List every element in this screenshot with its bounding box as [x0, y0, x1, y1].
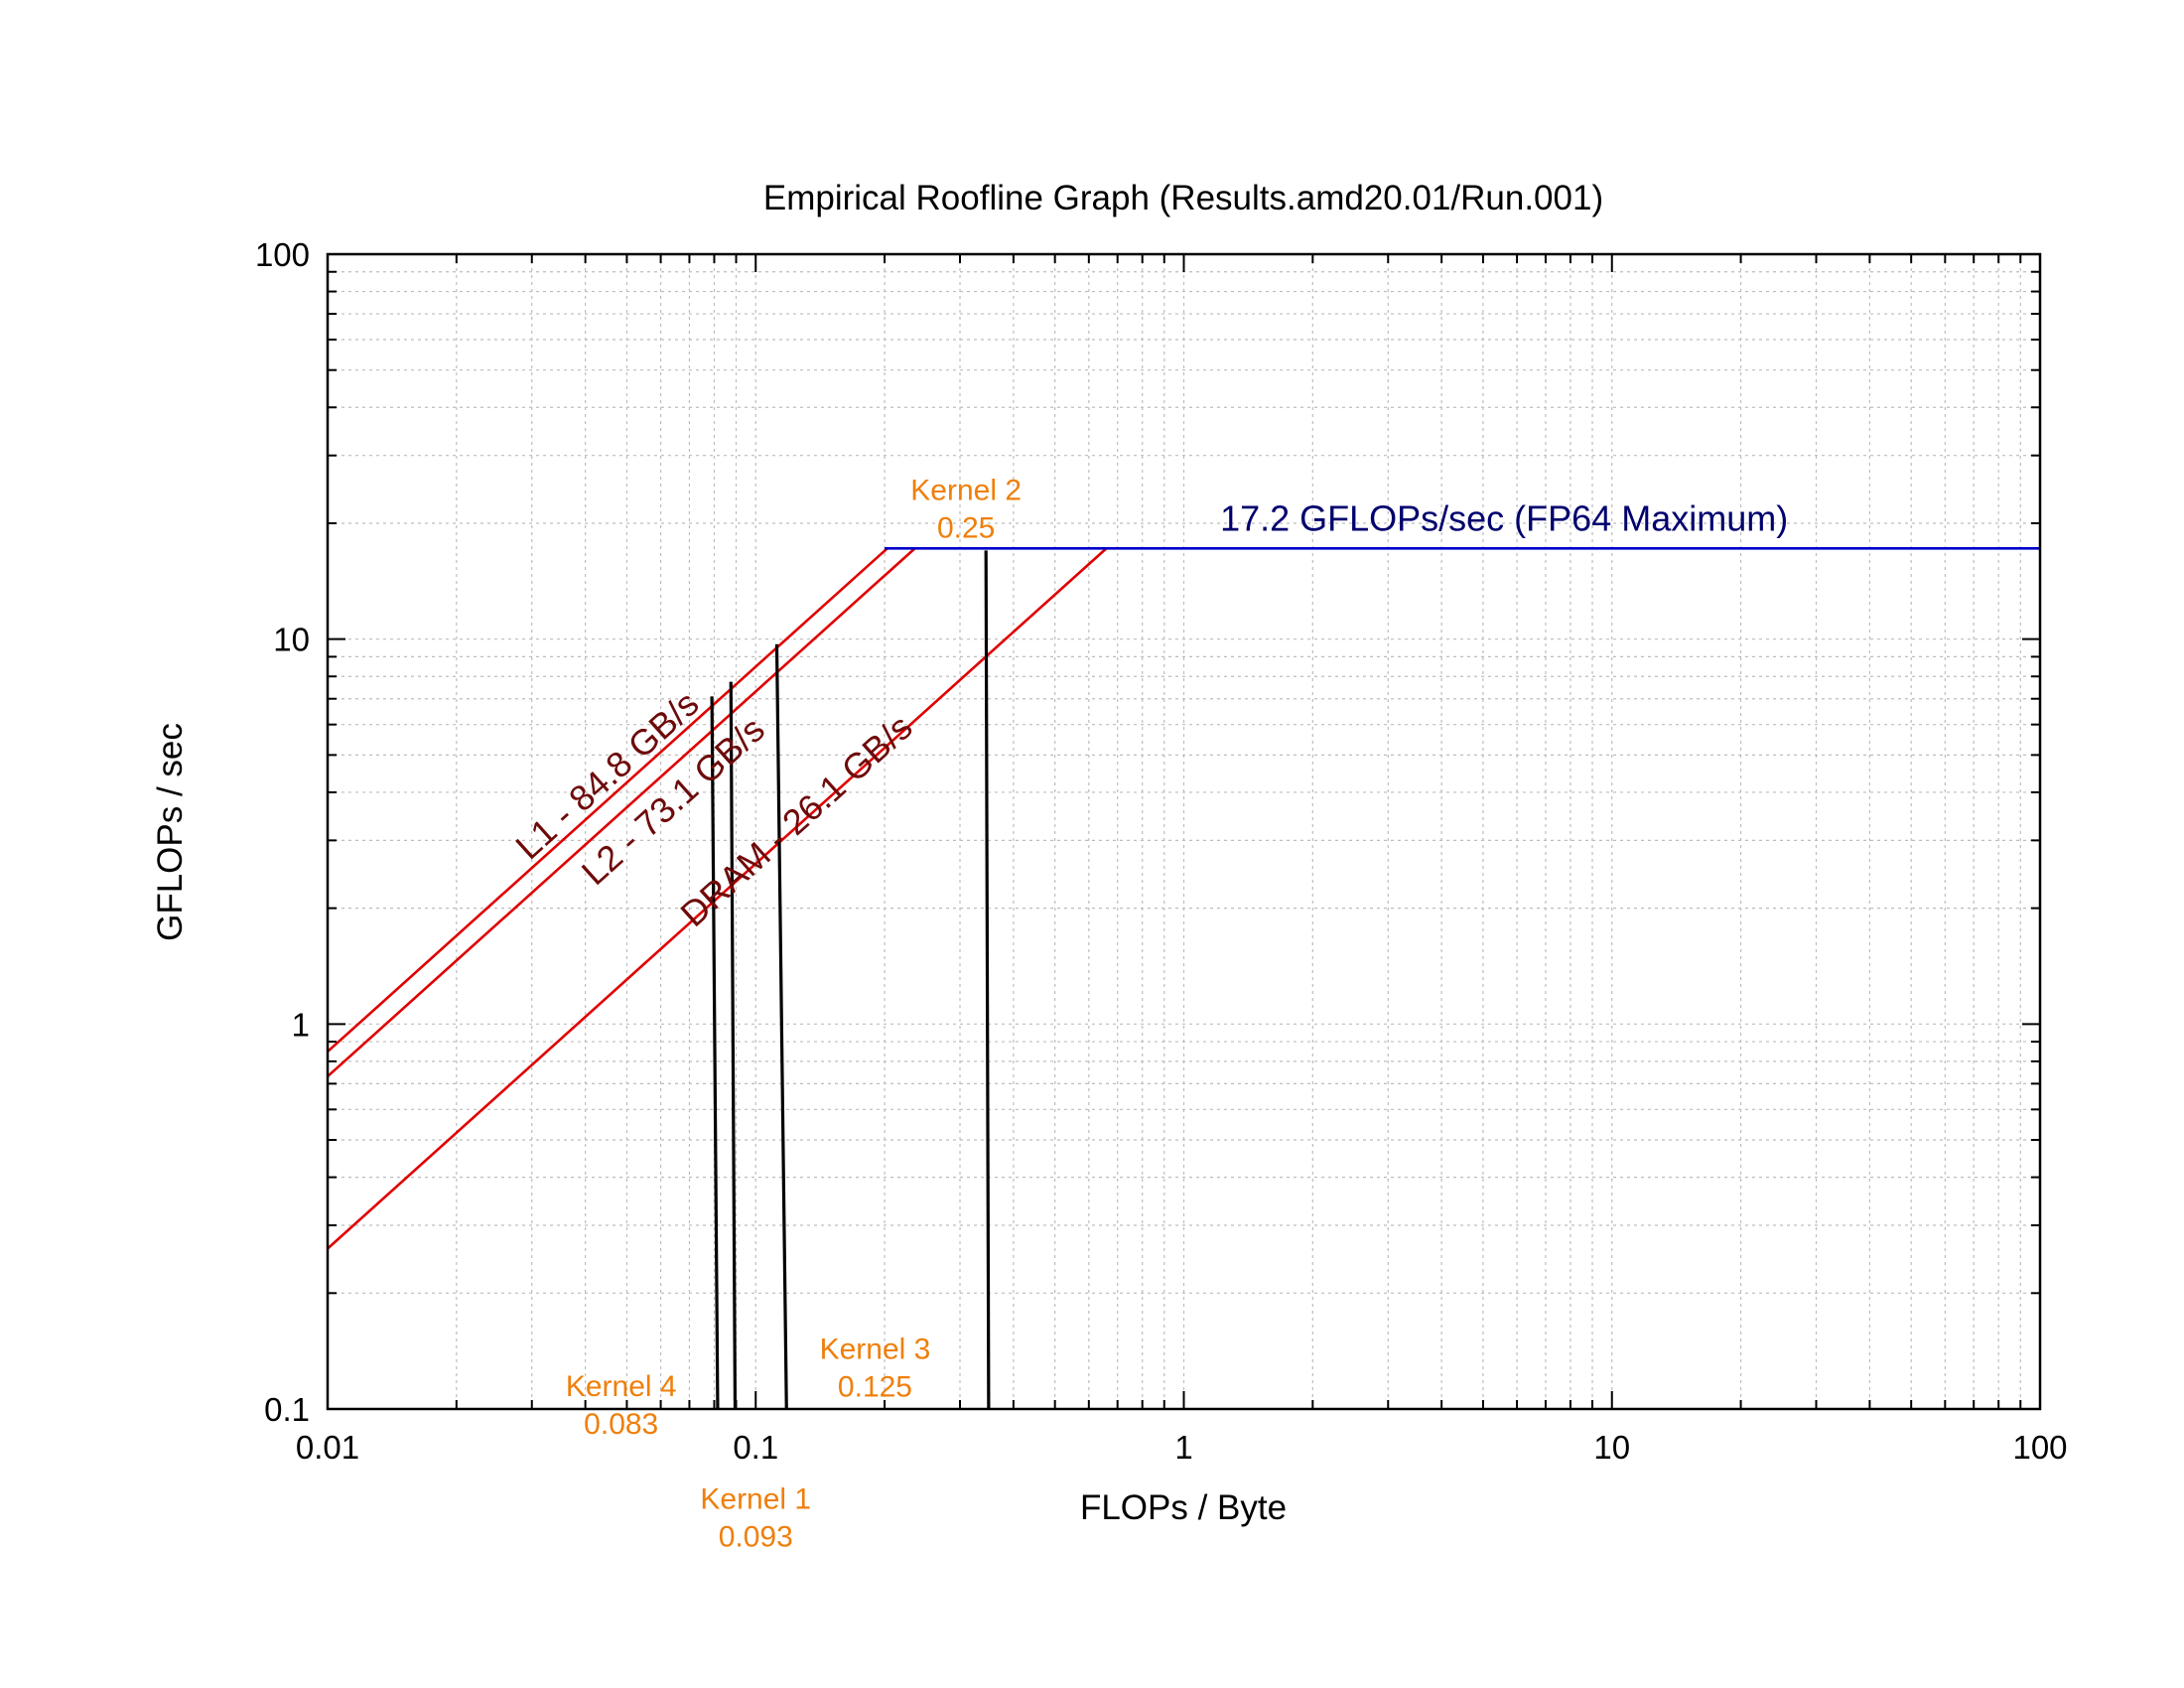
y-tick-label: 100: [255, 236, 310, 273]
roof-line-dram: [327, 547, 1108, 1250]
x-tick-label: 10: [1593, 1429, 1630, 1466]
kernel-4-intensity-label: 0.083: [584, 1408, 658, 1441]
roof-line-l2: [327, 547, 916, 1078]
x-tick-label: 1: [1174, 1429, 1192, 1466]
chart-title: Empirical Roofline Graph (Results.amd20.…: [763, 179, 1603, 217]
y-tick-label: 1: [292, 1006, 310, 1043]
kernel-4-name-label: Kernel 4: [566, 1370, 677, 1403]
kernel-3-line: [774, 643, 788, 1410]
kernel-3-name-label: Kernel 3: [820, 1333, 931, 1365]
kernel-layer: [710, 550, 991, 1410]
kernel-2-line: [984, 550, 991, 1410]
x-tick-label: 100: [2012, 1429, 2067, 1466]
kernel-1-line: [729, 681, 738, 1410]
kernel-1-intensity-label: 0.093: [719, 1521, 793, 1554]
kernel-2-intensity-label: 0.25: [937, 511, 995, 544]
roof-layer: [327, 547, 2040, 1250]
grid-layer: [328, 254, 2040, 1409]
kernel-4-line: [710, 696, 720, 1410]
x-tick-label: 0.1: [733, 1429, 778, 1466]
y-tick-label: 10: [273, 622, 310, 658]
y-axis-title: GFLOPs / sec: [151, 723, 190, 941]
roof-line-l1: [327, 547, 888, 1054]
y-tick-label: 0.1: [264, 1391, 310, 1428]
x-axis-title: FLOPs / Byte: [1080, 1488, 1287, 1527]
kernel-2-name-label: Kernel 2: [910, 474, 1022, 506]
tick-layer: [327, 254, 2040, 1410]
kernel-1-name-label: Kernel 1: [700, 1483, 811, 1516]
compute-roof-label: 17.2 GFLOPs/sec (FP64 Maximum): [1220, 497, 1788, 538]
kernel-3-intensity-label: 0.125: [838, 1370, 912, 1403]
x-tick-label: 0.01: [296, 1429, 359, 1466]
